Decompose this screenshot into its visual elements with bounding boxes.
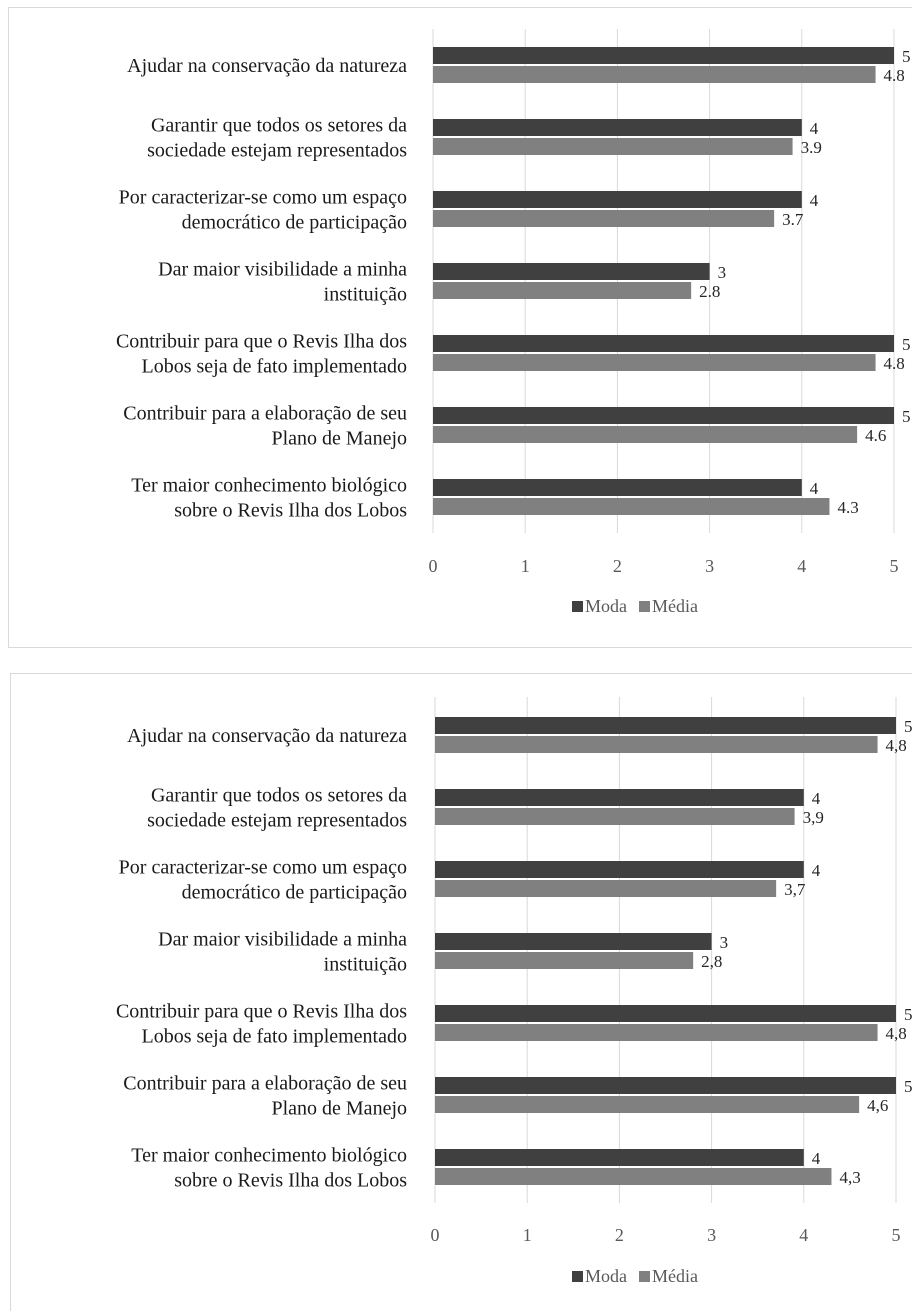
value-label: 5 [904, 717, 912, 736]
value-label: 3 [718, 263, 727, 282]
value-label: 4 [810, 191, 819, 210]
bar [433, 335, 894, 352]
legend-swatch [639, 601, 650, 612]
bar [435, 880, 776, 897]
value-label: 4 [812, 789, 821, 808]
legend-label: Média [652, 1266, 698, 1286]
bar [433, 407, 894, 424]
bar [435, 789, 804, 806]
category-label: Ajudar na conservação da natureza [127, 55, 407, 77]
value-label: 5 [904, 1005, 912, 1024]
x-tick-label: 5 [890, 556, 899, 576]
bar [435, 1096, 859, 1113]
bar [435, 1168, 831, 1185]
bar [433, 354, 876, 371]
legend-swatch [639, 1271, 650, 1282]
value-label: 5 [902, 47, 911, 66]
value-label: 5 [904, 1077, 912, 1096]
value-label: 4.6 [865, 426, 886, 445]
x-tick-label: 1 [523, 1225, 532, 1245]
x-tick-label: 1 [521, 556, 530, 576]
bar [433, 498, 829, 515]
x-tick-label: 3 [707, 1225, 716, 1245]
value-label: 4.8 [884, 66, 905, 85]
value-label: 4 [812, 861, 821, 880]
value-label: 4,3 [839, 1168, 860, 1187]
value-label: 3 [720, 933, 729, 952]
chart-frame [11, 674, 912, 1312]
x-tick-label: 2 [615, 1225, 624, 1245]
bar [435, 1149, 804, 1166]
bar [435, 736, 878, 753]
value-label: 4.8 [884, 354, 905, 373]
bar [435, 808, 795, 825]
bar [435, 1024, 878, 1041]
value-label: 4,6 [867, 1096, 888, 1115]
value-label: 4,8 [886, 1024, 907, 1043]
bar [433, 138, 793, 155]
x-tick-label: 4 [797, 556, 806, 576]
bar [433, 479, 802, 496]
legend-label: Média [652, 596, 698, 616]
x-tick-label: 3 [705, 556, 714, 576]
value-label: 4 [810, 119, 819, 138]
bar [433, 263, 710, 280]
bar [435, 1077, 896, 1094]
chart-frame [9, 8, 912, 648]
value-label: 4 [810, 479, 819, 498]
legend-swatch [572, 1271, 583, 1282]
bar [433, 66, 876, 83]
value-label: 3,7 [784, 880, 806, 899]
legend-label: Moda [585, 1266, 627, 1286]
value-label: 2.8 [699, 282, 720, 301]
value-label: 3.9 [801, 138, 822, 157]
legend-label: Moda [585, 596, 627, 616]
x-tick-label: 4 [799, 1225, 808, 1245]
x-tick-label: 0 [431, 1225, 440, 1245]
bar [435, 1005, 896, 1022]
bar [433, 119, 802, 136]
bar [433, 210, 774, 227]
bar [433, 282, 691, 299]
value-label: 4,8 [886, 736, 907, 755]
bar [433, 47, 894, 64]
bar [433, 191, 802, 208]
value-label: 4 [812, 1149, 821, 1168]
value-label: 5 [902, 335, 911, 354]
value-label: 3.7 [782, 210, 804, 229]
x-tick-label: 5 [892, 1225, 901, 1245]
value-label: 2,8 [701, 952, 722, 971]
bar [435, 952, 693, 969]
legend-swatch [572, 601, 583, 612]
bar [435, 717, 896, 734]
value-label: 4.3 [837, 498, 858, 517]
value-label: 5 [902, 407, 911, 426]
value-label: 3,9 [803, 808, 824, 827]
category-label: Ajudar na conservação da natureza [127, 725, 407, 747]
bar [435, 933, 712, 950]
bar [433, 426, 857, 443]
x-tick-label: 2 [613, 556, 622, 576]
bar [435, 861, 804, 878]
x-tick-label: 0 [429, 556, 438, 576]
